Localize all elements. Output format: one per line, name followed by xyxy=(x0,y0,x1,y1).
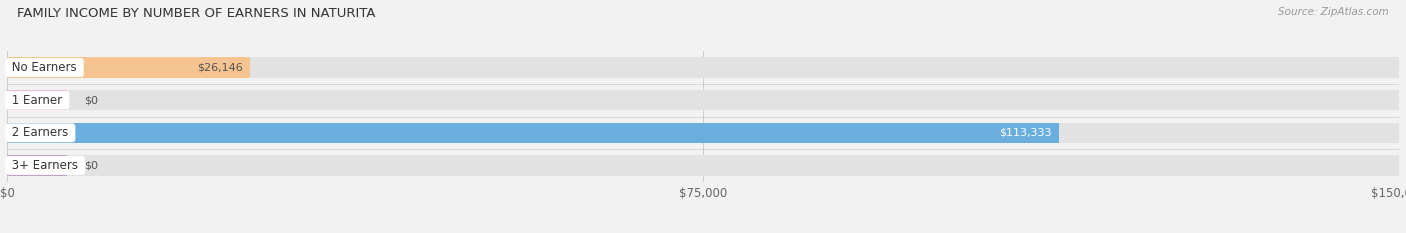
Text: 3+ Earners: 3+ Earners xyxy=(8,159,82,172)
Bar xyxy=(7,123,1059,143)
Bar xyxy=(7,58,1399,78)
Text: No Earners: No Earners xyxy=(8,61,80,74)
Bar xyxy=(7,155,1399,175)
Bar xyxy=(7,90,67,110)
Text: $113,333: $113,333 xyxy=(1000,128,1052,138)
Bar xyxy=(7,123,1399,143)
Text: Source: ZipAtlas.com: Source: ZipAtlas.com xyxy=(1278,7,1389,17)
Text: $0: $0 xyxy=(84,95,98,105)
Text: $26,146: $26,146 xyxy=(197,63,243,72)
Bar xyxy=(7,90,1399,110)
Text: 2 Earners: 2 Earners xyxy=(8,126,73,139)
Text: $0: $0 xyxy=(84,161,98,170)
Bar xyxy=(7,58,250,78)
Text: FAMILY INCOME BY NUMBER OF EARNERS IN NATURITA: FAMILY INCOME BY NUMBER OF EARNERS IN NA… xyxy=(17,7,375,20)
Text: 1 Earner: 1 Earner xyxy=(8,94,66,107)
Bar xyxy=(7,155,67,175)
